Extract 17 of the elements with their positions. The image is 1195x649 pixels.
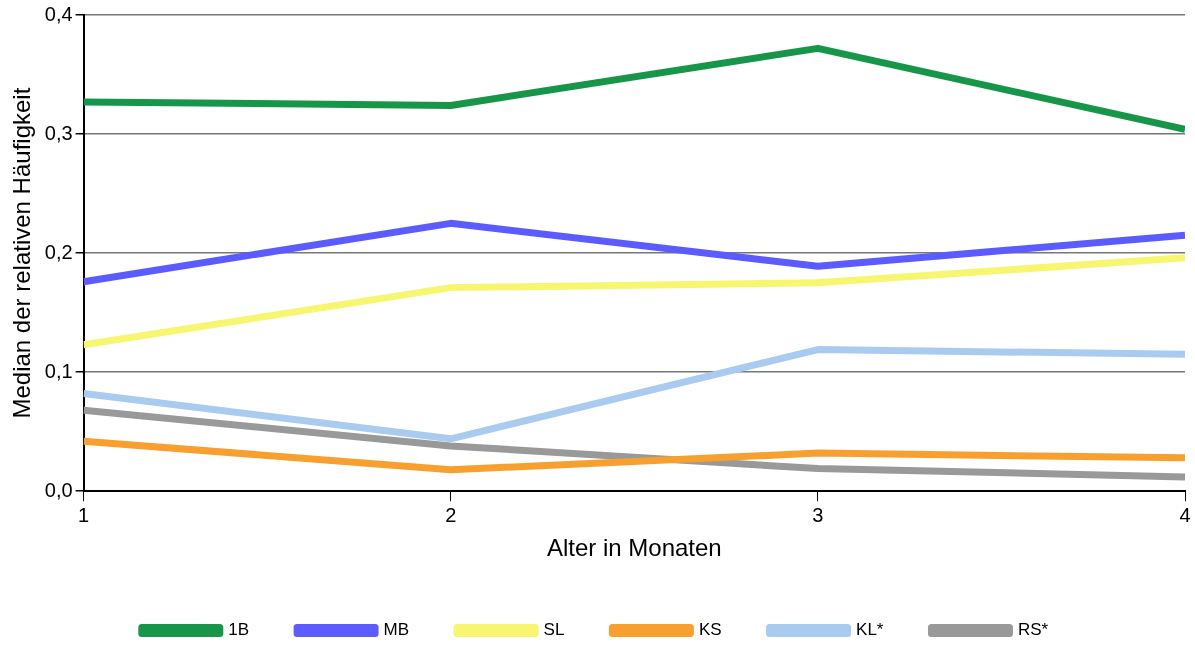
y-tick-label: 0,1 <box>44 359 73 382</box>
y-tick-label: 0,0 <box>44 478 73 501</box>
legend-label: 1B <box>228 620 250 640</box>
legend-label: RS* <box>1017 620 1049 640</box>
x-axis-title: Alter in Monaten <box>546 534 722 562</box>
x-tick-label: 1 <box>78 503 90 526</box>
y-axis-title: Median der relativen Häufigkeit <box>8 87 36 419</box>
legend-label: MB <box>383 620 410 640</box>
legend-label: SL <box>543 620 565 640</box>
x-tick-label: 4 <box>1179 503 1191 526</box>
x-tick-label: 3 <box>812 503 824 526</box>
legend-label: KS <box>698 620 722 640</box>
y-tick-label: 0,2 <box>44 240 73 263</box>
legend-label: KL* <box>856 620 884 640</box>
x-tick-label: 2 <box>445 503 457 526</box>
y-tick-label: 0,3 <box>44 121 73 144</box>
y-tick-label: 0,4 <box>44 2 73 25</box>
